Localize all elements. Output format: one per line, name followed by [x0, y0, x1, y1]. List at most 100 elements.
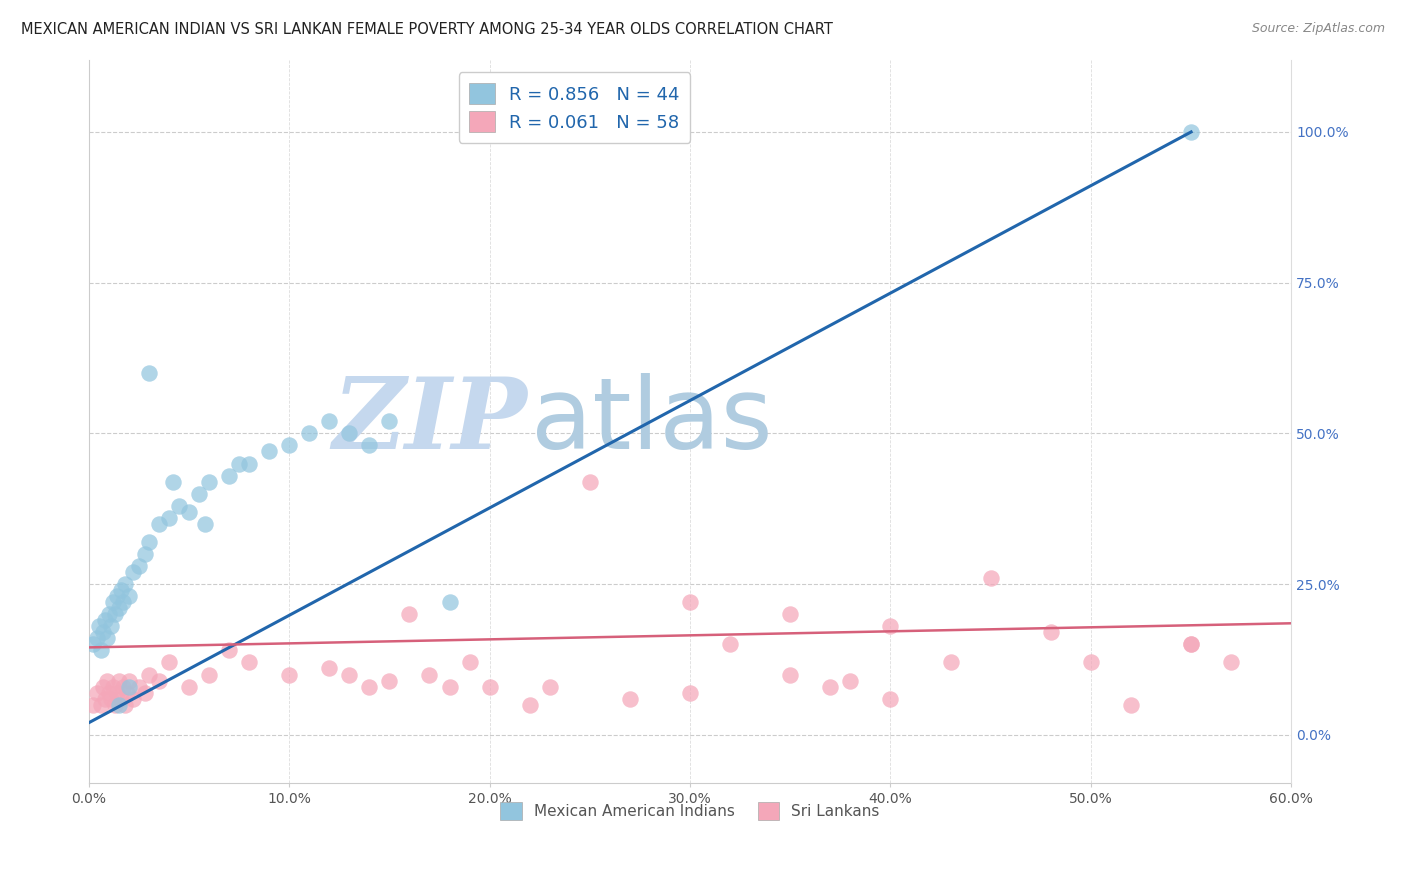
- Point: [101, 680, 124, 694]
- Point: [110, 691, 132, 706]
- Point: [939, 656, 962, 670]
- Text: ZIP: ZIP: [333, 373, 527, 469]
- Point: [104, 607, 127, 622]
- Point: [879, 691, 901, 706]
- Point: [107, 698, 129, 712]
- Point: [86, 632, 108, 646]
- Point: [298, 426, 321, 441]
- Point: [820, 680, 842, 694]
- Point: [162, 475, 184, 489]
- Point: [97, 607, 120, 622]
- Point: [90, 643, 112, 657]
- Point: [105, 685, 128, 699]
- Point: [458, 656, 481, 670]
- Point: [94, 613, 117, 627]
- Point: [718, 637, 741, 651]
- Point: [188, 486, 211, 500]
- Point: [538, 680, 561, 694]
- Point: [138, 535, 160, 549]
- Point: [107, 601, 129, 615]
- Point: [198, 667, 221, 681]
- Point: [115, 685, 138, 699]
- Point: [278, 667, 301, 681]
- Point: [218, 468, 240, 483]
- Point: [238, 656, 260, 670]
- Point: [118, 680, 141, 694]
- Point: [100, 619, 122, 633]
- Point: [359, 680, 381, 694]
- Point: [114, 577, 136, 591]
- Point: [94, 691, 117, 706]
- Point: [128, 559, 150, 574]
- Point: [148, 516, 170, 531]
- Point: [157, 510, 180, 524]
- Point: [111, 680, 134, 694]
- Point: [121, 565, 143, 579]
- Point: [91, 625, 114, 640]
- Point: [439, 680, 461, 694]
- Point: [194, 516, 217, 531]
- Point: [134, 685, 156, 699]
- Point: [439, 595, 461, 609]
- Point: [82, 637, 104, 651]
- Point: [82, 698, 104, 712]
- Point: [1220, 656, 1243, 670]
- Point: [96, 632, 118, 646]
- Point: [318, 661, 340, 675]
- Point: [257, 444, 280, 458]
- Point: [478, 680, 501, 694]
- Point: [1080, 656, 1102, 670]
- Point: [90, 698, 112, 712]
- Point: [157, 656, 180, 670]
- Point: [980, 571, 1002, 585]
- Point: [148, 673, 170, 688]
- Point: [111, 595, 134, 609]
- Point: [101, 595, 124, 609]
- Point: [1180, 637, 1202, 651]
- Point: [1039, 625, 1062, 640]
- Point: [107, 673, 129, 688]
- Point: [378, 673, 401, 688]
- Point: [579, 475, 602, 489]
- Point: [110, 583, 132, 598]
- Point: [359, 438, 381, 452]
- Point: [138, 667, 160, 681]
- Point: [398, 607, 420, 622]
- Point: [114, 698, 136, 712]
- Point: [679, 595, 702, 609]
- Point: [779, 607, 801, 622]
- Point: [177, 505, 200, 519]
- Point: [86, 685, 108, 699]
- Point: [167, 499, 190, 513]
- Point: [218, 643, 240, 657]
- Point: [138, 366, 160, 380]
- Point: [91, 680, 114, 694]
- Point: [1119, 698, 1142, 712]
- Point: [118, 589, 141, 603]
- Point: [105, 589, 128, 603]
- Point: [228, 457, 250, 471]
- Point: [104, 698, 127, 712]
- Point: [278, 438, 301, 452]
- Legend: Mexican American Indians, Sri Lankans: Mexican American Indians, Sri Lankans: [495, 797, 886, 826]
- Point: [118, 673, 141, 688]
- Point: [100, 691, 122, 706]
- Point: [1180, 637, 1202, 651]
- Point: [97, 685, 120, 699]
- Text: Source: ZipAtlas.com: Source: ZipAtlas.com: [1251, 22, 1385, 36]
- Point: [198, 475, 221, 489]
- Point: [96, 673, 118, 688]
- Point: [128, 680, 150, 694]
- Point: [1180, 125, 1202, 139]
- Point: [679, 685, 702, 699]
- Text: atlas: atlas: [531, 373, 773, 470]
- Point: [378, 414, 401, 428]
- Point: [238, 457, 260, 471]
- Point: [619, 691, 641, 706]
- Point: [177, 680, 200, 694]
- Point: [879, 619, 901, 633]
- Point: [519, 698, 541, 712]
- Point: [121, 691, 143, 706]
- Point: [839, 673, 862, 688]
- Point: [418, 667, 440, 681]
